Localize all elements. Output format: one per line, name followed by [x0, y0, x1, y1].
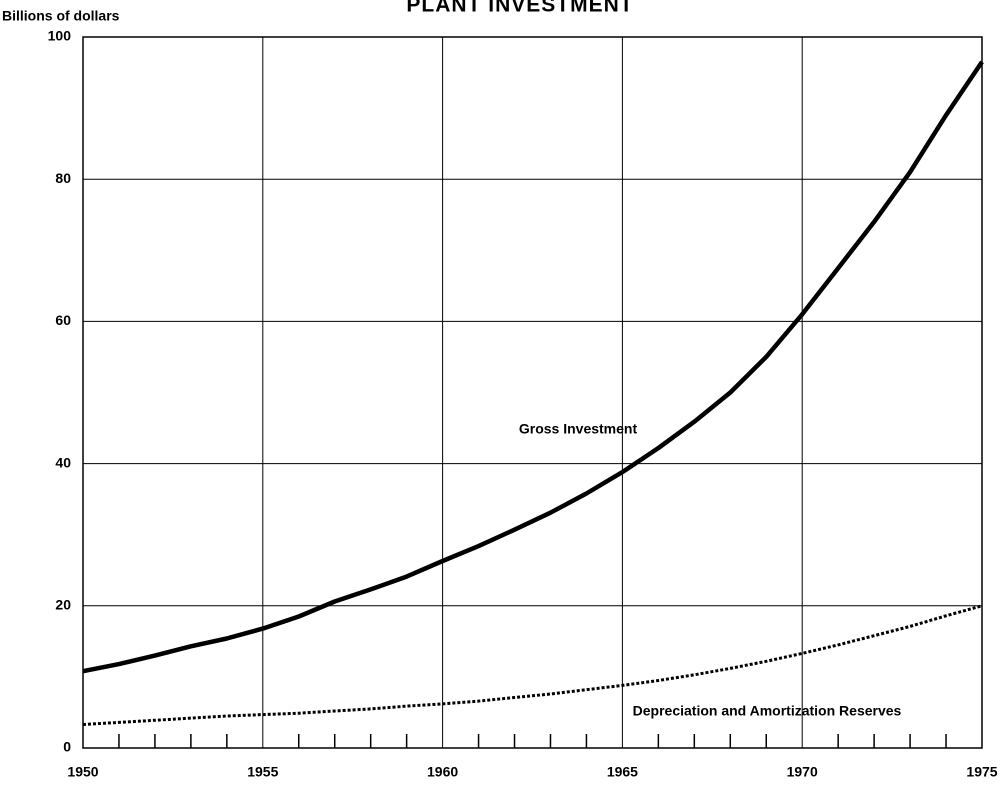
- y-tick-label: 100: [48, 28, 72, 44]
- y-axis-label: Billions of dollars: [2, 8, 120, 24]
- x-tick-label: 1960: [427, 764, 458, 780]
- x-tick-label: 1965: [607, 764, 638, 780]
- y-tick-label: 20: [55, 597, 71, 613]
- x-tick-label: 1975: [966, 764, 997, 780]
- y-tick-label: 80: [55, 170, 71, 186]
- series-label: Depreciation and Amortization Reserves: [633, 703, 902, 719]
- x-tick-label: 1950: [67, 764, 98, 780]
- y-tick-label: 40: [55, 454, 71, 470]
- x-tick-label: 1955: [247, 764, 278, 780]
- y-tick-label: 0: [63, 739, 71, 755]
- chart-title: PLANT INVESTMENT: [406, 0, 633, 17]
- series-line: [82, 60, 984, 674]
- series-label: Gross Investment: [519, 421, 638, 437]
- series-line: [82, 604, 983, 726]
- y-tick-label: 60: [55, 312, 71, 328]
- x-tick-label: 1970: [787, 764, 818, 780]
